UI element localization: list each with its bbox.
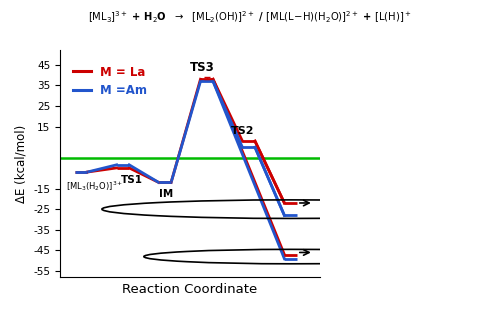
Text: TS2: TS2: [230, 126, 254, 136]
M = La: [114, 166, 119, 170]
X-axis label: Reaction Coordinate: Reaction Coordinate: [122, 283, 258, 296]
Legend: M = La, M =Am: M = La, M =Am: [68, 61, 152, 102]
M = La: [84, 170, 90, 174]
M =Am: [114, 163, 119, 167]
Text: $[\mathrm{ML}_3]^{3+}$ + H$_2$O  $\rightarrow$  $[\mathrm{ML}_2(\mathrm{OH})]^{2: $[\mathrm{ML}_3]^{3+}$ + H$_2$O $\righta…: [88, 9, 412, 25]
Line: M =Am: M =Am: [88, 165, 117, 172]
Text: $[\mathrm{ML_3(H_2O)}]^{3+}$: $[\mathrm{ML_3(H_2O)}]^{3+}$: [66, 179, 124, 193]
M =Am: [84, 170, 90, 174]
Text: IM: IM: [158, 189, 173, 198]
Text: TS3: TS3: [190, 61, 215, 74]
Y-axis label: ΔE (kcal/mol): ΔE (kcal/mol): [14, 125, 28, 203]
Line: M = La: M = La: [88, 168, 117, 172]
Text: TS1: TS1: [121, 175, 143, 185]
